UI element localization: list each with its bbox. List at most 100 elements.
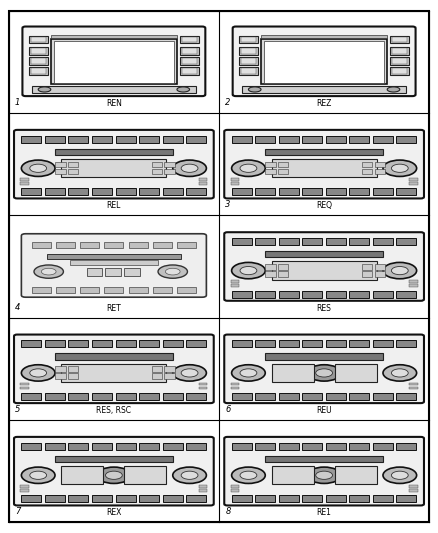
Bar xyxy=(373,495,393,503)
Ellipse shape xyxy=(307,467,341,483)
Bar xyxy=(242,86,406,93)
Bar xyxy=(302,238,322,245)
Bar xyxy=(326,495,346,503)
FancyBboxPatch shape xyxy=(14,335,214,403)
Ellipse shape xyxy=(240,369,257,377)
Bar xyxy=(373,290,393,298)
Bar xyxy=(116,188,135,196)
Bar xyxy=(279,393,299,400)
Ellipse shape xyxy=(392,266,408,274)
Bar xyxy=(45,442,65,450)
Bar xyxy=(67,374,78,379)
Text: RET: RET xyxy=(106,304,121,312)
Bar xyxy=(164,169,175,174)
Bar xyxy=(92,135,112,143)
Bar xyxy=(350,290,369,298)
Bar xyxy=(239,57,258,65)
Bar xyxy=(116,340,135,348)
Ellipse shape xyxy=(30,369,46,377)
Bar xyxy=(180,36,199,43)
Bar xyxy=(409,383,418,385)
Bar xyxy=(162,135,183,143)
Bar xyxy=(152,161,162,167)
Bar xyxy=(180,47,199,55)
Bar xyxy=(29,68,48,75)
Bar xyxy=(302,393,322,400)
Bar xyxy=(390,47,409,55)
Bar xyxy=(68,340,88,348)
Bar xyxy=(232,495,251,503)
Ellipse shape xyxy=(21,160,55,176)
Bar xyxy=(392,58,407,64)
Bar xyxy=(56,242,75,248)
Bar xyxy=(396,238,417,245)
Bar xyxy=(21,393,41,400)
Bar xyxy=(302,290,322,298)
Bar xyxy=(20,387,29,389)
Bar xyxy=(67,169,78,174)
Bar xyxy=(31,68,46,74)
Bar xyxy=(396,442,417,450)
Bar xyxy=(199,485,208,488)
Bar xyxy=(265,149,383,155)
Bar xyxy=(255,290,275,298)
Bar xyxy=(68,495,88,503)
Bar xyxy=(350,393,369,400)
Bar xyxy=(180,68,199,75)
Text: RES, RSC: RES, RSC xyxy=(96,406,131,415)
Bar xyxy=(31,48,46,54)
Bar xyxy=(326,290,346,298)
Bar xyxy=(232,340,251,348)
Bar xyxy=(255,393,275,400)
Bar xyxy=(182,58,197,64)
Bar xyxy=(139,495,159,503)
Bar xyxy=(396,393,417,400)
Bar xyxy=(32,242,51,248)
Bar xyxy=(61,159,166,177)
Bar xyxy=(302,188,322,196)
Bar xyxy=(230,387,239,389)
Bar xyxy=(186,135,206,143)
Bar xyxy=(20,182,29,184)
Bar xyxy=(124,466,166,484)
Bar xyxy=(409,178,418,181)
Ellipse shape xyxy=(316,369,332,377)
Bar xyxy=(272,261,377,280)
Bar xyxy=(45,188,65,196)
Bar xyxy=(55,456,173,462)
Bar xyxy=(373,442,393,450)
Ellipse shape xyxy=(387,87,400,92)
Bar xyxy=(153,242,172,248)
Bar xyxy=(55,353,173,360)
Ellipse shape xyxy=(97,467,131,483)
Bar xyxy=(199,387,208,389)
Ellipse shape xyxy=(166,268,180,275)
Bar xyxy=(186,495,206,503)
Bar xyxy=(92,188,112,196)
Text: REU: REU xyxy=(316,406,332,415)
Ellipse shape xyxy=(158,265,187,278)
Bar xyxy=(182,48,197,54)
Bar xyxy=(116,393,135,400)
Bar xyxy=(152,366,162,372)
Text: REZ: REZ xyxy=(316,99,332,108)
FancyBboxPatch shape xyxy=(224,335,424,403)
Bar xyxy=(32,86,196,93)
Bar xyxy=(279,442,299,450)
Bar xyxy=(272,466,314,484)
Bar xyxy=(20,485,29,488)
Bar xyxy=(45,495,65,503)
Bar xyxy=(396,290,417,298)
Text: 3: 3 xyxy=(225,200,231,209)
Bar xyxy=(29,47,48,55)
Bar xyxy=(20,489,29,491)
Bar xyxy=(396,340,417,348)
Bar xyxy=(279,188,299,196)
Bar xyxy=(68,188,88,196)
Bar xyxy=(264,41,384,83)
Bar xyxy=(230,280,239,283)
Bar xyxy=(46,254,181,260)
Bar xyxy=(326,393,346,400)
Bar xyxy=(104,287,124,293)
Ellipse shape xyxy=(240,471,257,479)
